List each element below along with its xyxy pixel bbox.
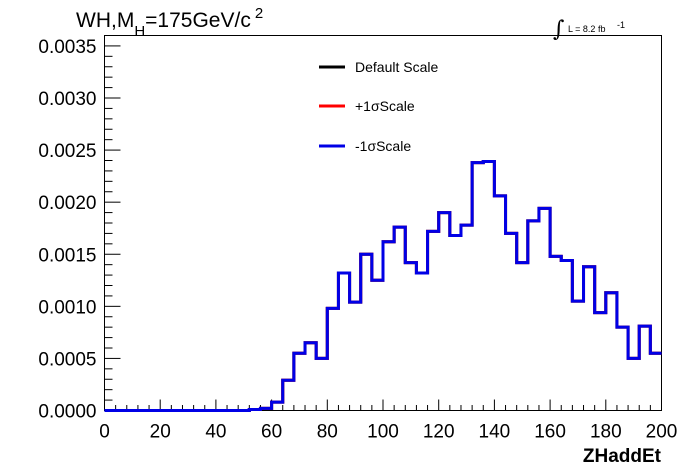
x-tick-label: 0 bbox=[99, 422, 110, 443]
lumi-text: L = 8.2 fb bbox=[568, 24, 605, 34]
y-tick-label: 0.0030 bbox=[38, 89, 96, 110]
y-axis: 0.0000 0.0005 0.0010 0.0015 0.0020 0.0025 0.00… bbox=[38, 35, 121, 423]
x-axis-title: ZHaddEt bbox=[583, 446, 662, 467]
x-tick-label: 140 bbox=[479, 422, 511, 443]
legend-label-minus1sigma-scale: -1σScale bbox=[355, 138, 411, 154]
lumi-label: ∫ L = 8.2 fb -1 bbox=[553, 17, 625, 42]
y-tick-label: 0.0025 bbox=[38, 141, 96, 162]
x-tick-label: 120 bbox=[423, 422, 455, 443]
chart-title: WH,MH=175GeV/c 2 bbox=[76, 5, 263, 40]
x-tick-label: 160 bbox=[534, 422, 566, 443]
integral-symbol: ∫ bbox=[553, 17, 565, 42]
x-tick-label: 200 bbox=[646, 422, 678, 443]
title-rest: =175GeV/c bbox=[145, 9, 251, 32]
y-tick-label: 0.0015 bbox=[38, 245, 96, 266]
x-tick-label: 100 bbox=[367, 422, 399, 443]
series-minus1sigma-scale bbox=[104, 160, 662, 412]
x-tick-label: 180 bbox=[590, 422, 622, 443]
x-tick-label: 20 bbox=[150, 422, 171, 443]
x-tick-label: 60 bbox=[261, 422, 282, 443]
y-tick-label: 0.0005 bbox=[38, 349, 96, 370]
x-tick-label: 80 bbox=[317, 422, 338, 443]
x-tick-label: 40 bbox=[205, 422, 226, 443]
y-tick-label: 0.0000 bbox=[38, 402, 96, 423]
y-tick-label: 0.0020 bbox=[38, 193, 96, 214]
legend: Default Scale +1σScale -1σScale bbox=[319, 59, 438, 154]
series-layer bbox=[104, 160, 662, 412]
y-tick-label: 0.0035 bbox=[38, 37, 96, 58]
legend-label-plus1sigma-scale: +1σScale bbox=[355, 98, 415, 114]
title-superscript: 2 bbox=[255, 5, 263, 22]
lumi-superscript: -1 bbox=[617, 20, 625, 30]
y-tick-label: 0.0010 bbox=[38, 297, 96, 318]
x-axis: 0 20 40 60 80 100 120 140 160 180 200 bbox=[99, 399, 678, 443]
title-subscript: H bbox=[134, 23, 145, 40]
legend-label-default-scale: Default Scale bbox=[355, 59, 438, 75]
title-main: WH,M bbox=[76, 9, 134, 32]
